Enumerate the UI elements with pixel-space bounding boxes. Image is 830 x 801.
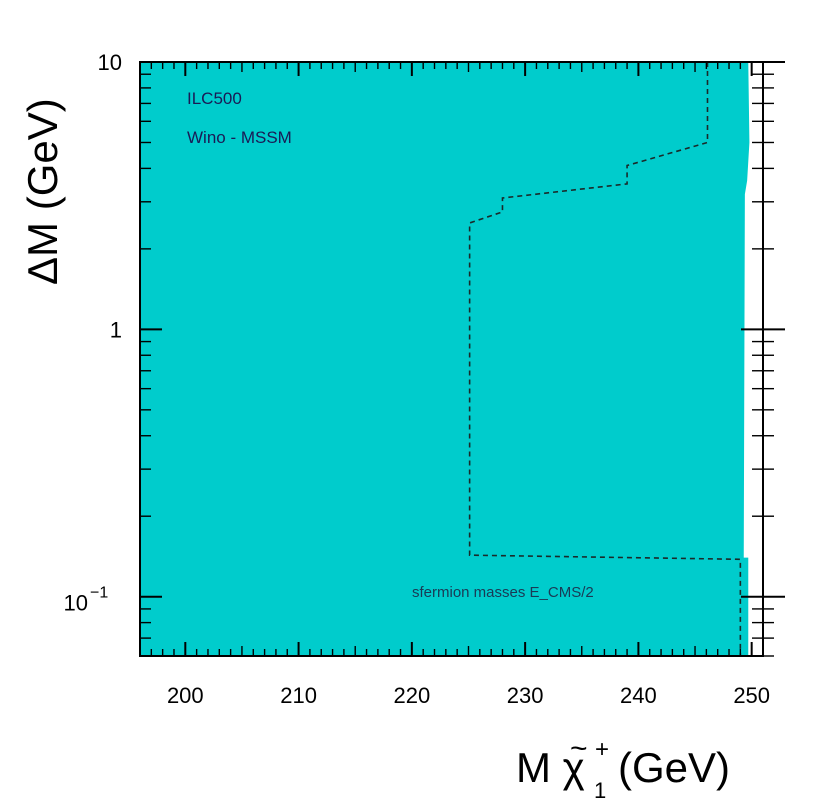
x-tick-label: 200 xyxy=(167,683,204,708)
y-tick-label: 1 xyxy=(110,317,122,342)
x-tick-label: 250 xyxy=(733,683,770,708)
x-axis-title: M χ ~ + 1 (GeV) xyxy=(516,732,730,801)
x-axis-title-tilde: ~ xyxy=(570,732,588,765)
x-axis-title-sup: + xyxy=(595,736,609,763)
x-axis-title-chi: χ xyxy=(563,744,585,791)
x-axis-title-unit: (GeV) xyxy=(618,744,730,791)
svg-text:M χ: M χ xyxy=(516,744,585,791)
x-tick-label: 240 xyxy=(620,683,657,708)
annotation-ilc500: ILC500 xyxy=(187,89,242,108)
x-axis-title-sub: 1 xyxy=(594,778,606,801)
y-tick-label: 10 xyxy=(64,591,88,616)
x-tick-label: 210 xyxy=(280,683,317,708)
x-tick-label: 220 xyxy=(393,683,430,708)
annotation-wino-mssm: Wino - MSSM xyxy=(187,128,292,147)
y-tick-label: 10 xyxy=(98,50,122,75)
annotation-sfermion-masses: sfermion masses E_CMS/2 xyxy=(412,584,594,601)
y-axis-title: ΔM (GeV) xyxy=(19,98,66,285)
plot-frame xyxy=(139,61,764,657)
y-tick-label-exponent: −1 xyxy=(90,585,108,602)
x-axis-title-main: M xyxy=(516,744,563,791)
excluded-region xyxy=(140,62,750,656)
x-tick-label: 230 xyxy=(507,683,544,708)
